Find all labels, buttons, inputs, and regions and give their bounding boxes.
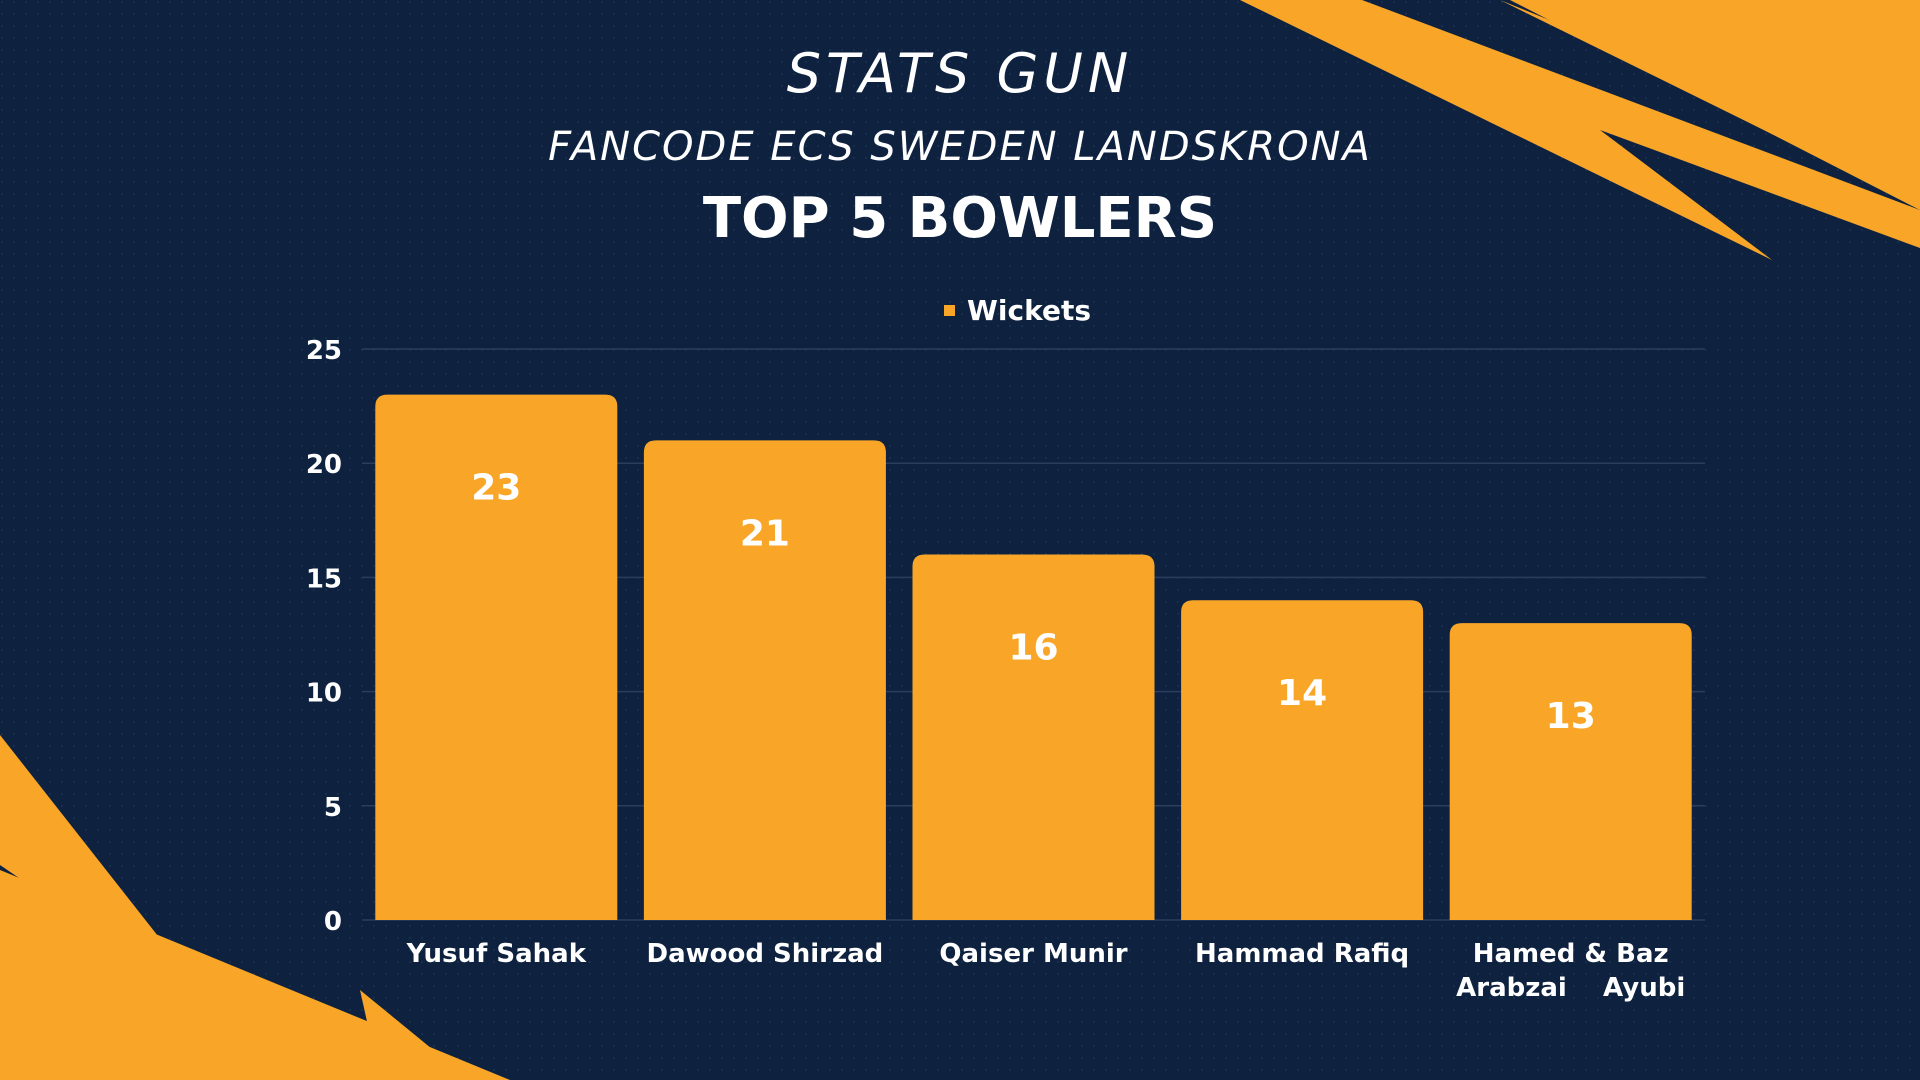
chart-title: TOP 5 BOWLERS [702, 186, 1218, 251]
bar-value-label: 14 [1277, 673, 1327, 714]
y-tick-label: 20 [306, 450, 342, 480]
bottom-left-stripe-3 [360, 990, 470, 1080]
x-category-label: Qaiser Munir [939, 939, 1127, 969]
y-tick-label: 0 [324, 907, 342, 937]
bar [912, 554, 1155, 920]
chart-legend: Wickets [944, 294, 1091, 327]
y-tick-label: 25 [306, 336, 342, 366]
x-category-label: Hamed & Baz [1473, 939, 1669, 969]
bar [1181, 600, 1424, 920]
bar-value-label: 23 [471, 468, 521, 509]
legend-label: Wickets [967, 294, 1091, 327]
bar [1449, 623, 1692, 920]
x-category-label: Hammad Rafiq [1195, 939, 1409, 969]
y-tick-label: 15 [306, 564, 342, 594]
event-subtitle: FANCODE ECS SWEDEN LANDSKRONA [548, 124, 1372, 170]
legend-swatch [944, 305, 955, 316]
brand-title: STATS GUN [786, 42, 1134, 105]
top-right-stripe-3 [1500, 0, 1920, 190]
x-category-label: Arabzai Ayubi [1456, 973, 1685, 1003]
y-tick-label: 5 [324, 793, 342, 823]
bar-value-label: 16 [1008, 628, 1058, 669]
x-category-label: Yusuf Sahak [406, 939, 587, 969]
bar [643, 440, 886, 920]
top-right-stripe-1 [1240, 0, 1920, 260]
y-tick-label: 10 [306, 679, 342, 709]
bar-value-label: 13 [1546, 696, 1596, 737]
x-category-label: Dawood Shirzad [647, 939, 884, 969]
bar-value-label: 21 [740, 513, 790, 554]
bar [375, 394, 618, 920]
